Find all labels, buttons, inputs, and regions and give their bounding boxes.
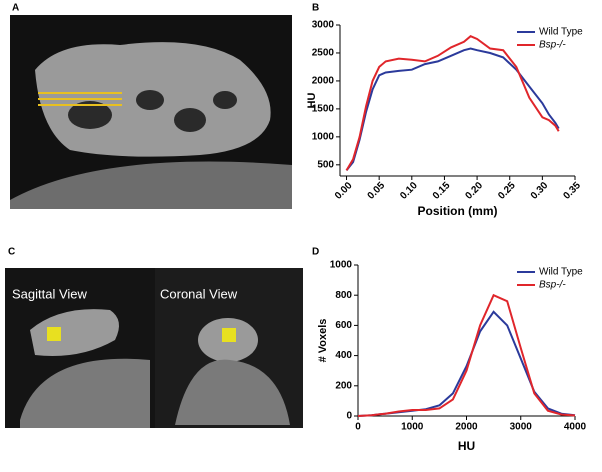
x-tick-label: 0.15 xyxy=(431,180,453,202)
image-label: Sagittal View xyxy=(12,286,88,301)
micro-ct-image-c xyxy=(5,268,303,428)
data-line xyxy=(345,35,560,171)
y-tick-label: 2500 xyxy=(312,48,335,59)
x-tick-label: 0.30 xyxy=(529,180,551,202)
panel-label: A xyxy=(12,3,19,14)
x-tick-label: 0.10 xyxy=(398,180,420,202)
x-tick-label: 0.20 xyxy=(464,180,486,202)
y-tick-label: 400 xyxy=(335,350,352,361)
y-tick-label: 1500 xyxy=(312,104,335,115)
y-tick-label: 0 xyxy=(346,411,352,422)
data-line xyxy=(357,310,576,417)
image-label: Coronal View xyxy=(160,286,238,301)
x-tick-label: 1000 xyxy=(401,422,424,433)
y-tick-label: 800 xyxy=(335,290,352,301)
y-tick-label: 600 xyxy=(335,320,352,331)
x-tick-label: 0.25 xyxy=(496,180,518,202)
x-tick-label: 0.35 xyxy=(561,180,583,202)
x-tick-label: 4000 xyxy=(564,422,587,433)
panel-label: D xyxy=(312,247,319,258)
y-tick-label: 1000 xyxy=(312,131,335,142)
x-tick-label: 0 xyxy=(355,422,361,433)
legend-label: Wild Type xyxy=(539,267,583,278)
y-tick-label: 500 xyxy=(317,159,334,170)
data-line xyxy=(357,293,576,417)
micro-ct-image-a xyxy=(10,15,292,209)
y-axis-label: HU xyxy=(306,93,318,109)
y-tick-label: 2000 xyxy=(312,76,335,87)
x-tick-label: 2000 xyxy=(455,422,478,433)
legend-label: Bsp-/- xyxy=(539,40,566,51)
panel-label: B xyxy=(312,3,319,14)
data-line xyxy=(345,47,560,172)
legend-label: Bsp-/- xyxy=(539,280,566,291)
x-tick-label: 0.05 xyxy=(366,180,388,202)
x-axis-label: HU xyxy=(458,439,475,453)
x-axis-label: Position (mm) xyxy=(418,204,498,218)
y-tick-label: 3000 xyxy=(312,20,335,31)
y-axis-label: # Voxels xyxy=(317,319,329,363)
y-tick-label: 1000 xyxy=(330,260,353,271)
x-tick-label: 0.00 xyxy=(333,180,355,202)
x-tick-label: 3000 xyxy=(510,422,533,433)
panel-label: C xyxy=(8,247,15,258)
y-tick-label: 200 xyxy=(335,380,352,391)
legend-label: Wild Type xyxy=(539,27,583,38)
